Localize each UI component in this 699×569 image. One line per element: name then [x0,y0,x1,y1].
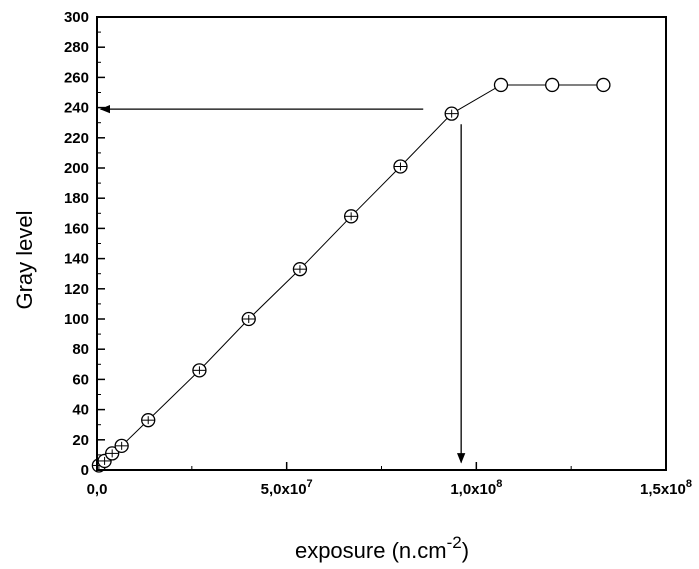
x-axis-title-superscript: -2 [447,533,462,552]
data-point [241,311,256,327]
data-point-marker [596,77,611,93]
y-tick-label: 20 [72,432,89,449]
y-tick-label: 40 [72,402,89,419]
y-tick-label: 300 [64,9,89,26]
y-tick-label: 260 [64,69,89,86]
data-series [91,77,611,473]
data-point [192,363,207,378]
y-tick-label: 80 [72,341,89,358]
y-tick-label: 160 [64,220,89,237]
data-point [292,262,308,277]
y-tick-label: 200 [64,160,89,177]
y-tick-label: 220 [64,130,89,147]
data-point-marker [545,77,560,93]
data-point [141,413,156,428]
x-axis-title: exposure (n.cm-2) [295,533,469,563]
x-tick-label: 5,0x107 [261,478,313,498]
axes [96,16,667,471]
data-point-marker [493,77,509,93]
x-axis-title-main: exposure (n.cm [295,538,447,563]
y-tick-label: 280 [64,39,89,56]
y-tick-label: 60 [72,371,89,388]
tick-labels: 0 20 40 60 80 100 120 140 160 180 200 220 240 260 280 3… [64,9,692,498]
y-tick-label: 140 [64,251,89,268]
series-line [98,84,604,466]
annotation-arrows [99,104,466,464]
data-point [393,159,408,174]
x-axis-title-suffix: ) [462,538,469,563]
data-point [545,77,560,93]
y-tick-label: 0 [81,462,89,479]
data-point [344,209,359,224]
y-tick-label: 120 [64,281,89,298]
y-tick-label: 180 [64,190,89,207]
y-tick-label: 100 [64,311,89,328]
y-axis-title: Gray level [12,210,37,309]
data-point [444,106,459,121]
x-tick-label: 1,5x108 [640,478,692,498]
data-point [596,77,611,93]
x-tick-label: 1,0x108 [450,478,502,498]
data-point [493,77,509,93]
x-tick-label: 0,0 [87,481,108,498]
y-tick-label: 240 [64,100,89,117]
data-point [105,446,120,461]
data-point [114,438,129,453]
